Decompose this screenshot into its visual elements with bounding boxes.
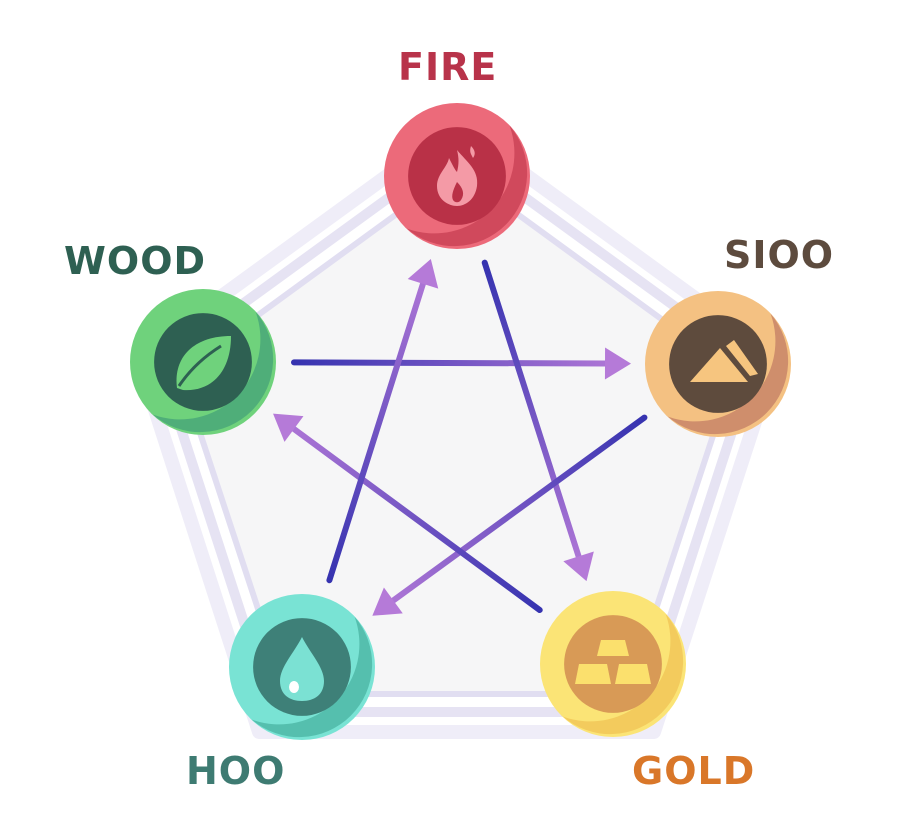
nodes-layer (130, 103, 791, 740)
gold-bars-icon (575, 640, 651, 684)
arrow-wood-to-sioo (290, 359, 609, 367)
arrowhead-fire-to-gold (563, 551, 594, 582)
gold-label: GOLD (632, 749, 756, 793)
arrowhead-wood-to-sioo (604, 347, 632, 380)
arrow-sioo-to-hoo (390, 414, 648, 604)
fire-node (384, 103, 530, 249)
wood-node (130, 289, 276, 435)
arrowhead-hoo-to-fire (407, 258, 439, 289)
leaf-icon (176, 336, 231, 391)
sioo-node (645, 291, 791, 437)
wood-label: WOOD (64, 239, 207, 283)
arrow-fire-to-gold (481, 259, 582, 560)
water-drop-icon (280, 637, 324, 701)
arrows-layer (273, 258, 648, 616)
flame-icon (437, 146, 478, 206)
hoo-node (229, 594, 375, 740)
hoo-label: HOO (186, 749, 286, 793)
arrowhead-sioo-to-hoo (372, 587, 403, 616)
gold-node (540, 591, 686, 737)
arrowhead-gold-to-wood (273, 413, 304, 442)
arrow-gold-to-wood (290, 426, 543, 614)
sioo-label: SIOO (724, 233, 835, 277)
mountain-icon (690, 340, 758, 382)
arrow-hoo-to-fire (326, 280, 426, 584)
fire-label: FIRE (398, 45, 498, 89)
